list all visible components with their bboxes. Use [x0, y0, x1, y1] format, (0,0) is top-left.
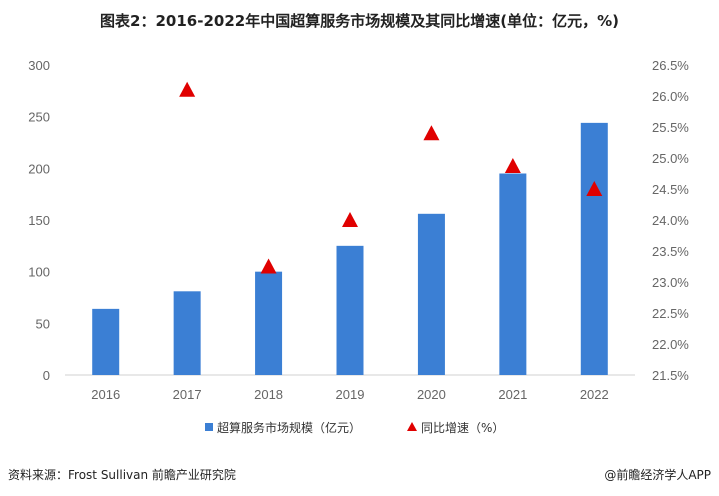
legend-marker-label: 同比增速（%） [421, 421, 504, 435]
growth-marker [423, 125, 440, 141]
brand-label: @前瞻经济学人APP [604, 468, 711, 482]
growth-marker [260, 258, 277, 274]
right-tick-label: 25.5% [652, 120, 689, 135]
legend-marker-swatch [407, 422, 417, 431]
left-tick-label: 150 [28, 213, 50, 228]
growth-marker [342, 212, 358, 227]
x-tick-label: 2017 [173, 387, 202, 402]
bar [417, 213, 445, 375]
right-tick-label: 25.0% [652, 151, 689, 166]
right-tick-label: 24.5% [652, 182, 689, 197]
x-tick-label: 2016 [91, 387, 120, 402]
legend-bar-label: 超算服务市场规模（亿元） [217, 420, 361, 435]
source-note: 资料来源：Frost Sullivan 前瞻产业研究院 [8, 468, 236, 482]
growth-series [179, 81, 603, 274]
right-tick-label: 26.0% [652, 89, 689, 104]
bar-series [92, 122, 608, 375]
x-tick-label: 2020 [417, 387, 446, 402]
growth-marker [586, 181, 603, 196]
left-tick-label: 300 [28, 58, 50, 73]
legend: 超算服务市场规模（亿元） 同比增速（%） [205, 420, 504, 435]
x-tick-label: 2018 [254, 387, 283, 402]
chart-title: 图表2：2016-2022年中国超算服务市场规模及其同比增速(单位：亿元，%) [100, 12, 619, 30]
right-tick-label: 24.0% [652, 213, 689, 228]
right-tick-label: 26.5% [652, 58, 689, 73]
bar [580, 122, 608, 375]
left-tick-label: 100 [28, 265, 50, 280]
growth-marker [504, 158, 521, 174]
x-axis: 2016 2017 2018 2019 2020 2021 2022 [65, 374, 635, 402]
left-tick-label: 200 [28, 161, 50, 176]
left-tick-label: 50 [36, 316, 50, 331]
growth-marker [179, 81, 196, 97]
right-axis: 21.5% 22.0% 22.5% 23.0% 23.5% 24.0% 24.5% 25.0%… [652, 58, 689, 383]
right-tick-label: 23.0% [652, 275, 689, 290]
bar [499, 173, 527, 375]
x-tick-label: 2019 [336, 387, 365, 402]
left-axis: 0 50 100 150 200 250 300 [28, 58, 50, 383]
bar [92, 308, 120, 375]
right-tick-label: 22.5% [652, 306, 689, 321]
x-tick-label: 2021 [498, 387, 527, 402]
bar [255, 271, 283, 375]
right-tick-label: 23.5% [652, 244, 689, 259]
legend-bar-swatch [205, 423, 213, 431]
bar [173, 291, 201, 375]
right-tick-label: 21.5% [652, 368, 689, 383]
bar [336, 245, 364, 375]
x-tick-label: 2022 [580, 387, 609, 402]
left-tick-label: 0 [43, 368, 50, 383]
right-tick-label: 22.0% [652, 337, 689, 352]
left-tick-label: 250 [28, 110, 50, 125]
